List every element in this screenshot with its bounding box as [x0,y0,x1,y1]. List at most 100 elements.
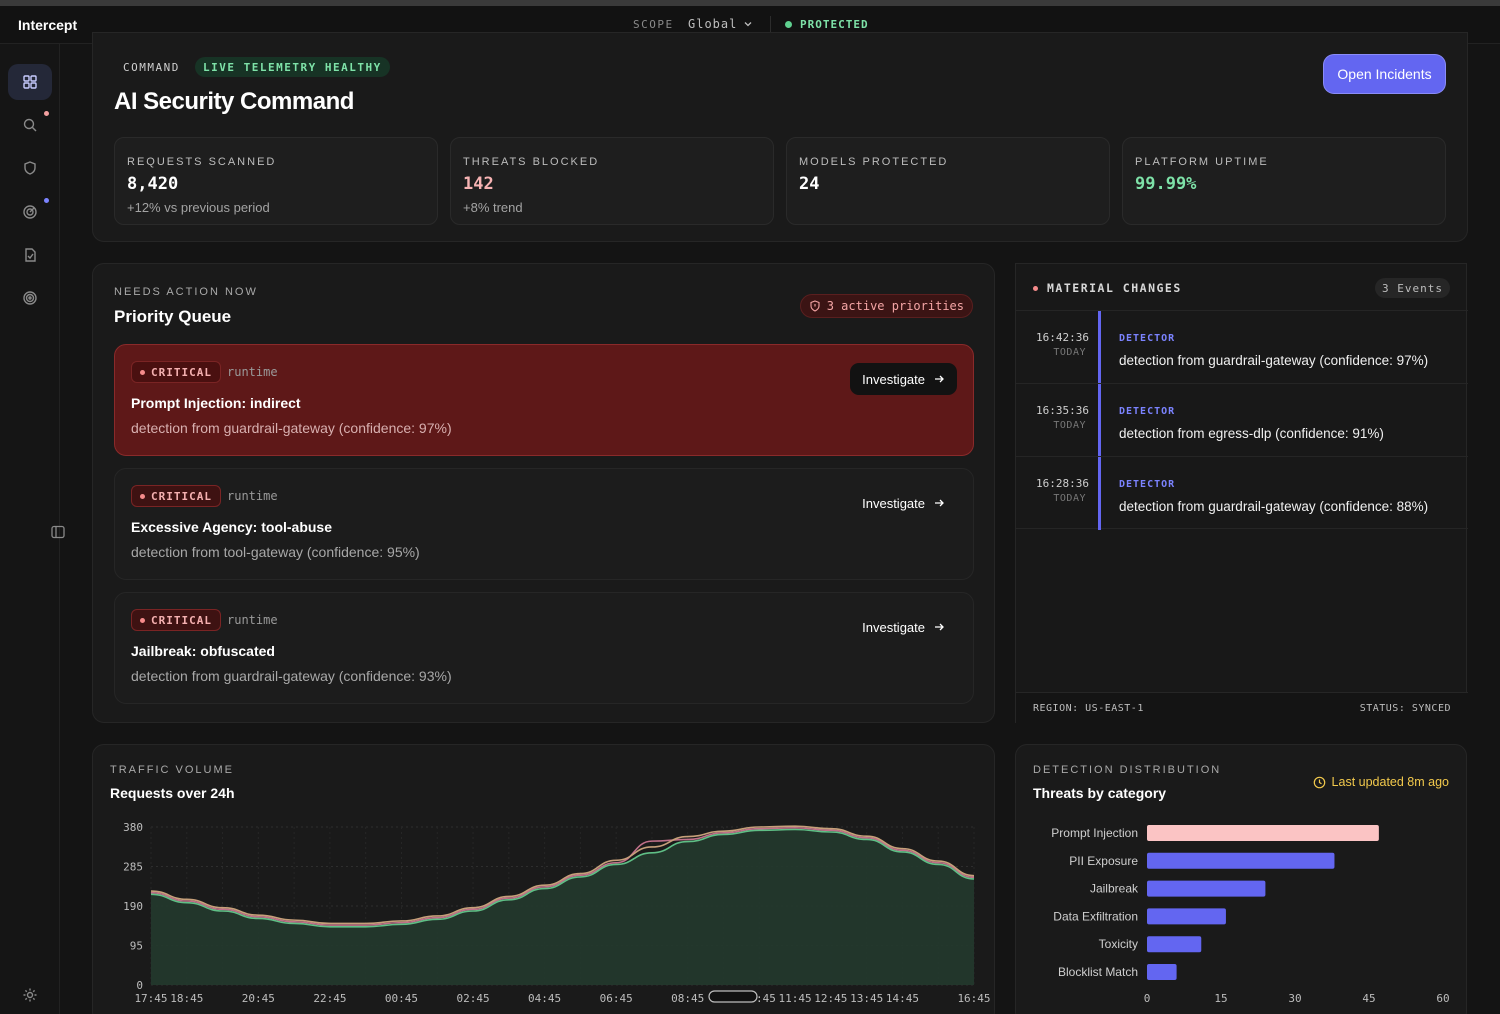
event-day: TODAY [1053,493,1086,504]
status-dot-icon [785,21,792,28]
sidebar-item-radar[interactable] [8,194,52,230]
live-dot-icon [1033,285,1038,291]
x-tick-label: 15 [1214,992,1227,1005]
item-title: Prompt Injection: indirect [131,395,301,411]
traffic-volume-card: TRAFFIC VOLUME Requests over 24h 0 95 190 2… [92,744,995,1014]
protection-status-label: PROTECTED [800,18,869,31]
event-row[interactable]: 16:28:36 TODAY DETECTOR detection from g… [1016,456,1468,530]
stat-sub: +8% trend [463,200,523,215]
series-line [150,825,975,925]
stat-value: 99.99% [1135,174,1197,194]
queue-item[interactable]: CRITICAL runtime Excessive Agency: tool-… [114,468,974,580]
x-tick-label: 16:45 [957,992,990,1005]
distribution-eyebrow: DETECTION DISTRIBUTION [1033,764,1222,776]
chart-scroll-handle[interactable] [708,990,758,1003]
sidebar-item-search[interactable] [8,107,52,143]
investigate-button[interactable]: Investigate [850,611,957,643]
item-source: runtime [227,489,278,503]
series-line [150,828,975,928]
event-message: detection from guardrail-gateway (confid… [1119,353,1429,368]
grid-icon [23,75,37,89]
queue-item[interactable]: CRITICAL runtime Prompt Injection: indir… [114,344,974,456]
y-tick-label: 285 [123,861,143,874]
item-title: Jailbreak: obfuscated [131,643,275,659]
series-line [150,827,975,926]
last-updated: Last updated 8m ago [1313,775,1449,789]
severity-label: CRITICAL [151,489,212,503]
event-time: 16:28:36 [1036,477,1089,490]
stat-sub: +12% vs previous period [127,200,270,215]
traffic-area-chart: 0 95 190 285 380 17:45 18:45 20:45 22:45 00:45 02:… [123,821,990,1005]
app-name: Intercept [18,17,78,33]
investigate-button[interactable]: Investigate [850,487,957,519]
x-tick-label: 02:45 [456,992,489,1005]
window-top-strip [0,0,1500,6]
severity-label: CRITICAL [151,613,212,627]
event-kind: DETECTOR [1119,406,1176,417]
stat-models-protected: MODELS PROTECTED 24 [786,137,1110,225]
target-icon [23,291,37,305]
stat-label: REQUESTS SCANNED [127,156,277,168]
bar [1147,908,1226,925]
bar [1147,964,1177,980]
event-row[interactable]: 16:35:36 TODAY DETECTOR detection from e… [1016,383,1468,457]
item-source: runtime [227,613,278,627]
topbar-divider [770,16,771,34]
item-source: runtime [227,365,278,379]
sidebar-item-dashboard[interactable] [8,64,52,100]
command-header: COMMAND LIVE TELEMETRY HEALTHY AI Securi… [92,32,1468,242]
sidebar-item-shield[interactable] [8,150,52,186]
clock-icon [1313,776,1325,788]
category-label: PII Exposure [1069,854,1138,868]
severity-dot-icon [140,617,145,623]
material-changes-panel: MATERIAL CHANGES 3 Events 16:42:36 TODAY… [1015,263,1468,724]
investigate-button[interactable]: Investigate [850,363,957,395]
item-description: detection from guardrail-gateway (confid… [131,668,452,684]
event-row[interactable]: 16:42:36 TODAY DETECTOR detection from g… [1016,310,1468,384]
stat-requests-scanned: REQUESTS SCANNED 8,420 +12% vs previous … [114,137,438,225]
category-label: Data Exfiltration [1053,909,1138,923]
x-tick-label: 0 [1144,992,1151,1005]
radar-icon [23,205,37,219]
category-label: Blocklist Match [1058,965,1138,979]
sidebar-item-reports[interactable] [8,237,52,273]
event-bar [1098,384,1101,457]
scope-selector[interactable]: Global [688,17,753,31]
queue-item[interactable]: CRITICAL runtime Jailbreak: obfuscated d… [114,592,974,704]
area-fill [151,829,974,985]
x-tick-label: 00:45 [385,992,418,1005]
bar [1147,880,1266,897]
severity-dot-icon [140,493,145,499]
panel-toggle-icon [51,525,65,539]
x-tick-label: 14:45 [886,992,919,1005]
severity-badge: CRITICAL [131,361,221,383]
y-tick-label: 0 [136,979,143,992]
y-tick-label: 190 [123,900,143,913]
y-tick-label: 380 [123,821,143,834]
search-icon [23,118,37,132]
collapse-sidebar-button[interactable] [38,514,78,550]
y-tick-label: 95 [130,940,143,953]
open-incidents-button[interactable]: Open Incidents [1324,55,1445,93]
notification-dot [44,198,49,203]
sidebar-item-targets[interactable] [8,280,52,316]
event-kind: DETECTOR [1119,479,1176,490]
arrow-right-icon [935,499,944,507]
arrow-right-icon [935,375,944,383]
traffic-title: Requests over 24h [110,785,235,801]
region-label: REGION: US-EAST-1 [1033,703,1144,714]
active-priorities-label: 3 active priorities [826,299,964,313]
event-message: detection from egress-dlp (confidence: 9… [1119,426,1384,441]
gear-icon [23,988,37,1002]
sidebar-item-settings[interactable] [8,977,52,1013]
event-kind: DETECTOR [1119,333,1176,344]
sync-status: STATUS: SYNCED [1359,703,1451,714]
scope-value: Global [688,17,738,31]
sidebar [0,44,65,1014]
investigate-label: Investigate [862,371,925,387]
x-tick-label: 17:45 [134,992,167,1005]
x-tick-label: 04:45 [528,992,561,1005]
queue-title: Priority Queue [114,307,232,326]
stat-value: 8,420 [127,174,179,194]
threats-bar-chart: Prompt Injection PII Exposure Jailbreak Dat… [1051,825,1450,1005]
